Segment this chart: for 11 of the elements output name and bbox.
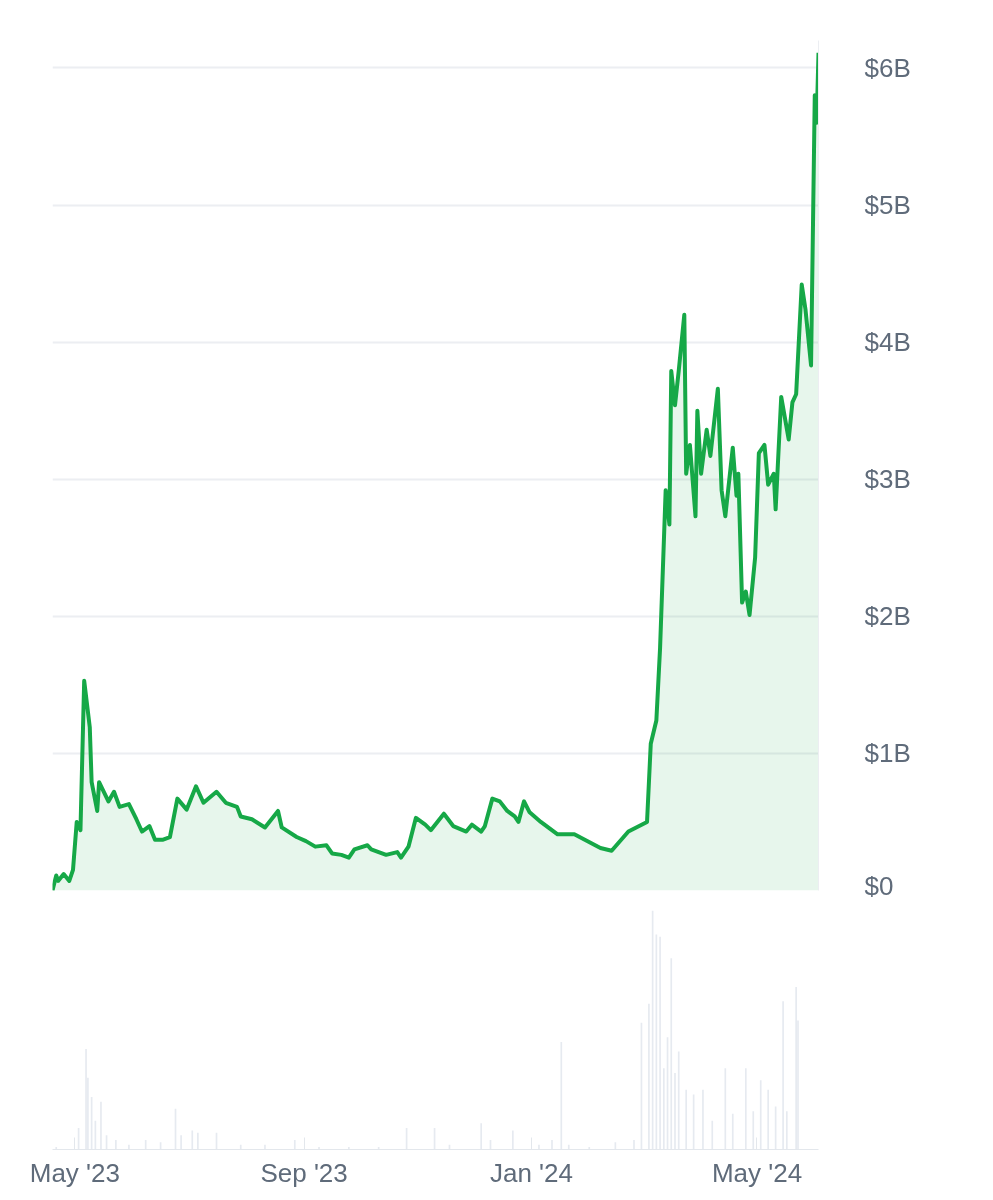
y-tick-label: $0: [864, 870, 894, 901]
y-tick-label: $3B: [864, 464, 911, 495]
y-tick-label: $5B: [864, 190, 911, 221]
y-tick-label: $4B: [864, 327, 911, 358]
y-tick-label: $2B: [864, 601, 911, 632]
x-tick-label: Jan '24: [489, 1157, 573, 1188]
y-tick-label: $1B: [864, 738, 911, 769]
x-tick-label: May '24: [711, 1157, 803, 1188]
x-tick-label: May '23: [29, 1157, 120, 1188]
y-tick-label: $6B: [864, 52, 911, 83]
x-tick-label: Sep '23: [260, 1157, 348, 1188]
